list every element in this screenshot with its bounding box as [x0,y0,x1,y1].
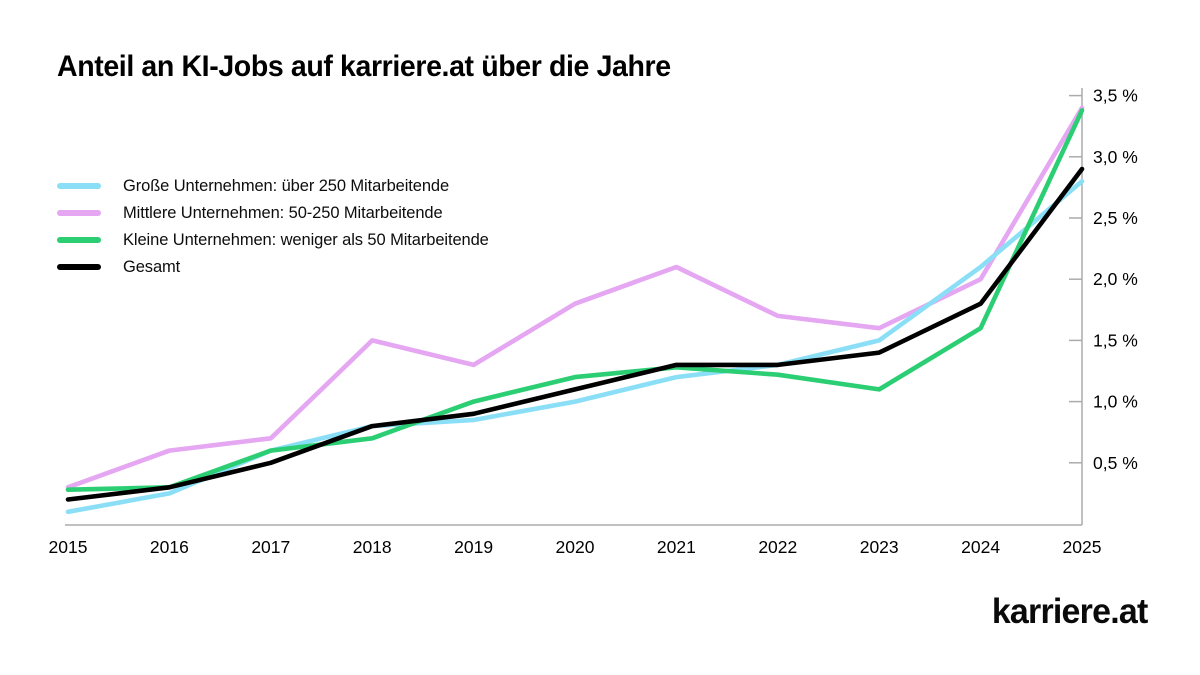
legend-swatch-grosse [57,183,101,189]
x-tick-label: 2020 [556,537,595,557]
series-line-1 [65,105,1085,490]
y-tick-label: 1,5 % [1093,330,1138,350]
legend-item-gesamt: Gesamt [57,257,489,277]
legend-swatch-kleine [57,237,101,243]
x-tick-label: 2018 [353,537,392,557]
legend-swatch-gesamt [57,264,101,270]
y-tick-label: 3,5 % [1093,86,1138,106]
karriere-at-logo: karriere.at [991,592,1147,631]
x-tick-label: 2017 [251,537,290,557]
y-tick-label: 2,0 % [1093,269,1138,289]
x-tick-label: 2021 [657,537,696,557]
series-line-2 [65,108,1085,493]
x-tick-label: 2019 [454,537,493,557]
chart-title: Anteil an KI-Jobs auf karriere.at über d… [57,50,671,83]
x-tick-label: 2025 [1063,537,1102,557]
legend: Große Unternehmen: über 250 Mitarbeitend… [57,176,489,277]
legend-swatch-mittlere [57,210,101,216]
legend-item-mittlere-unternehmen: Mittlere Unternehmen: 50-250 Mitarbeiten… [57,203,489,223]
y-tick-label: 0,5 % [1093,453,1138,473]
x-tick-label: 2016 [150,537,189,557]
legend-label: Gesamt [123,257,181,276]
x-tick-label: 2015 [49,537,88,557]
y-tick-label: 3,0 % [1093,147,1138,167]
y-tick-label: 1,0 % [1093,392,1138,412]
x-tick-label: 2022 [758,537,797,557]
legend-label: Mittlere Unternehmen: 50-250 Mitarbeiten… [123,203,443,222]
legend-item-grosse-unternehmen: Große Unternehmen: über 250 Mitarbeitend… [57,176,489,196]
y-tick-label: 2,5 % [1093,208,1138,228]
legend-label: Große Unternehmen: über 250 Mitarbeitend… [123,176,450,195]
series-line-3 [65,166,1085,502]
legend-item-kleine-unternehmen: Kleine Unternehmen: weniger als 50 Mitar… [57,230,489,250]
legend-label: Kleine Unternehmen: weniger als 50 Mitar… [123,230,489,249]
x-tick-label: 2024 [961,537,1000,557]
series-line-0 [65,179,1085,515]
x-tick-label: 2023 [860,537,899,557]
